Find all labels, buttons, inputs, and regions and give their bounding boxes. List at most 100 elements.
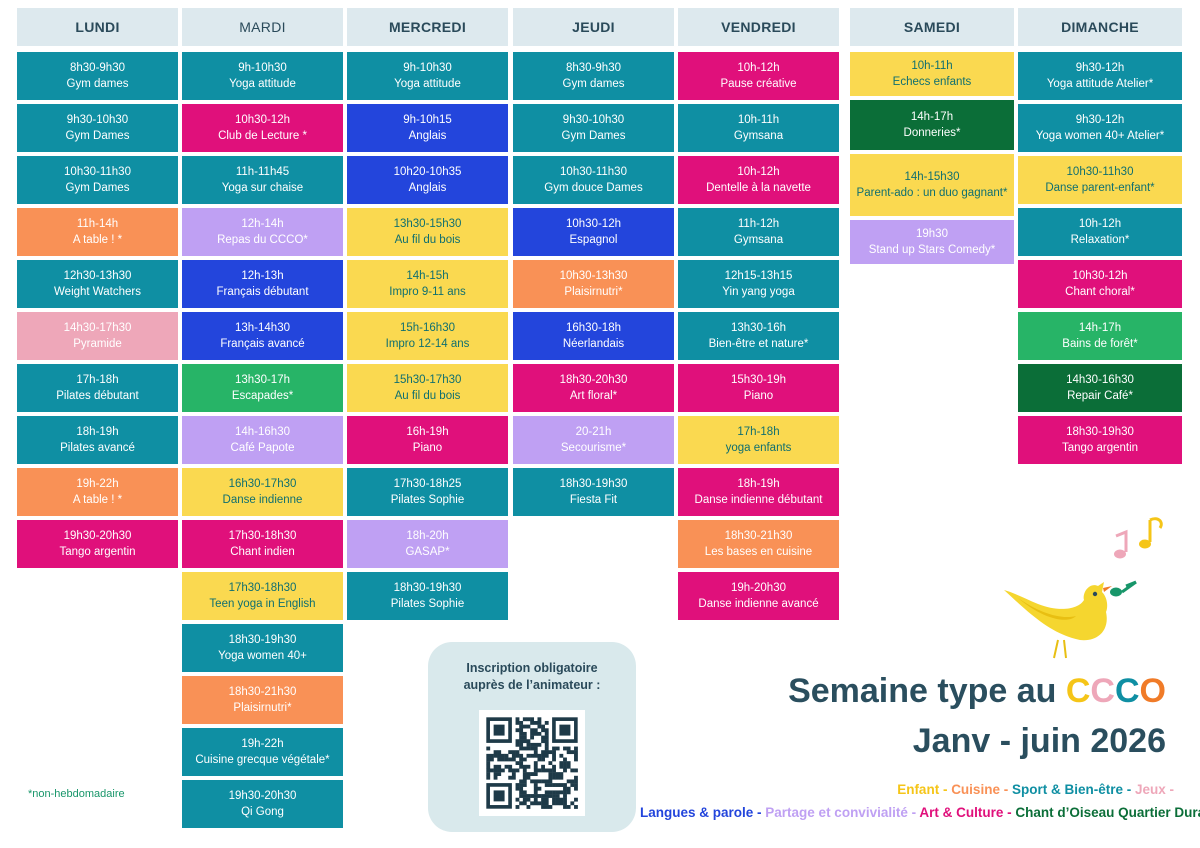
event-time: 12h15-13h15 [724,270,793,282]
registration-line-2: auprès de l’animateur : [463,678,601,692]
event-card: 10h-12h Relaxation* [1018,208,1182,256]
event-time: 14h-15h [406,270,449,282]
event-title: Yoga sur chaise [221,182,304,194]
event-card: 11h-12h Gymsana [678,208,839,256]
event-card: 14h-17h Donneries* [850,100,1014,150]
event-time: 8h30-9h30 [566,62,621,74]
event-card: 13h30-16h Bien-être et nature* [678,312,839,360]
event-card: 10h30-12h Club de Lecture * [182,104,343,152]
event-title: Pilates débutant [56,390,139,402]
event-time: 17h-18h [737,426,780,438]
event-list: 8h30-9h30 Gym dames 9h30-10h30 Gym Dames 10h… [17,52,178,568]
event-title: Art floral* [569,390,618,402]
event-card: 19h-20h30 Danse indienne avancé [678,572,839,620]
event-title: Piano [412,442,443,454]
event-title: Gymsana [733,234,784,246]
event-card: 18h30-19h30 Yoga women 40+ [182,624,343,672]
day-header: DIMANCHE [1018,8,1182,46]
legend-item: Langues & parole [640,805,754,820]
event-card: 18h-19h Pilates avancé [17,416,178,464]
event-card: 14h-15h Impro 9-11 ans [347,260,508,308]
event-time: 14h-17h [1078,322,1122,334]
event-title: Pyramide [73,338,122,350]
event-card: 10h-11h Echecs enfants [850,52,1014,96]
day-header: MARDI [182,8,343,46]
qr-code-icon[interactable] [479,710,585,816]
legend-item: - [1122,782,1135,797]
event-card: 9h30-10h30 Gym Dames [513,104,674,152]
event-card: 19h30 Stand up Stars Comedy* [850,220,1014,264]
event-time: 19h30-20h30 [63,530,132,542]
legend-item: Art & Culture [919,805,1004,820]
event-card: 10h-12h Pause créative [678,52,839,100]
event-card: 17h30-18h25 Pilates Sophie [347,468,508,516]
event-time: 18h-19h [737,478,780,490]
event-card: 13h30-17h Escapades* [182,364,343,412]
event-list: 10h-12h Pause créative 10h-11h Gymsana 10h-1… [678,52,839,620]
event-card: 18h30-21h30 Plaisirnutri* [182,676,343,724]
event-title: Pilates avancé [60,442,135,454]
event-time: 18h30-21h30 [724,530,793,542]
event-title: Anglais [408,130,447,142]
event-title: Au fil du bois [394,390,461,402]
event-time: 11h-11h45 [235,166,290,178]
event-card: 18h30-19h30 Pilates Sophie [347,572,508,620]
event-title: Pilates Sophie [390,494,465,506]
event-card: 14h-16h30 Café Papote [182,416,343,464]
event-card: 13h-14h30 Français avancé [182,312,343,360]
event-card: 17h-18h Pilates débutant [17,364,178,412]
footnote: *non-hebdomadaire [28,788,125,800]
event-title: Tango argentin [1061,442,1139,454]
event-time: 19h-22h [241,738,284,750]
event-time: 18h30-19h30 [393,582,462,594]
event-title: Gymsana [733,130,784,142]
event-time: 17h30-18h30 [228,582,297,594]
event-time: 12h30-13h30 [63,270,132,282]
event-time: 16h30-18h [566,322,621,334]
event-time: 12h-13h [241,270,284,282]
event-time: 16h30-17h30 [228,478,297,490]
event-card: 14h-17h Bains de forêt* [1018,312,1182,360]
music-note-icon [1139,517,1163,549]
event-time: 9h-10h30 [238,62,287,74]
event-card: 14h30-16h30 Repair Café* [1018,364,1182,412]
day-column-lundi: LUNDI 8h30-9h30 Gym dames 9h30-10h30 Gym Da… [17,8,178,572]
event-title: Danse indienne [222,494,303,506]
event-title: Café Papote [230,442,295,454]
event-time: 10h30-11h30 [1066,166,1134,178]
legend-item: Chant d’Oiseau Quartier Durable [1015,805,1200,820]
event-list: 9h30-12h Yoga attitude Atelier* 9h30-12h Yo… [1018,52,1182,464]
legend-item: Cuisine [951,782,1000,797]
event-title: Plaisirnutri* [233,702,292,714]
event-card: 10h20-10h35 Anglais [347,156,508,204]
event-time: 17h30-18h30 [228,530,297,542]
event-card: 12h30-13h30 Weight Watchers [17,260,178,308]
event-card: 10h-11h Gymsana [678,104,839,152]
event-card: 12h-14h Repas du CCCO* [182,208,343,256]
event-time: 15h30-17h30 [393,374,462,386]
event-card: 15h30-17h30 Au fil du bois [347,364,508,412]
event-time: 10h30-13h30 [559,270,628,282]
event-title: Yoga attitude [229,78,296,90]
event-title: Piano [743,390,774,402]
event-title: Impro 12-14 ans [385,338,470,350]
event-time: 18h30-19h30 [1066,426,1134,438]
event-time: 17h30-18h25 [393,478,462,490]
legend-item: - [907,805,920,820]
event-title: Chant choral* [1065,286,1135,298]
event-time: 14h-16h30 [235,426,290,438]
event-card: 8h30-9h30 Gym dames [513,52,674,100]
event-time: 16h-19h [406,426,449,438]
event-title: Weight Watchers [54,286,141,298]
event-title: Repair Café* [1067,390,1133,402]
event-title: Qi Gong [241,806,284,818]
title-c2: C [1090,672,1115,710]
event-card: 10h-12h Dentelle à la navette [678,156,839,204]
event-time: 10h30-12h [1072,270,1128,282]
event-card: 18h30-20h30 Art floral* [513,364,674,412]
event-time: 9h30-12h [1075,114,1125,126]
event-card: 20-21h Secourisme* [513,416,674,464]
event-title: yoga enfants [725,442,792,454]
event-time: 9h30-12h [1075,62,1125,74]
event-title: Français débutant [216,286,309,298]
